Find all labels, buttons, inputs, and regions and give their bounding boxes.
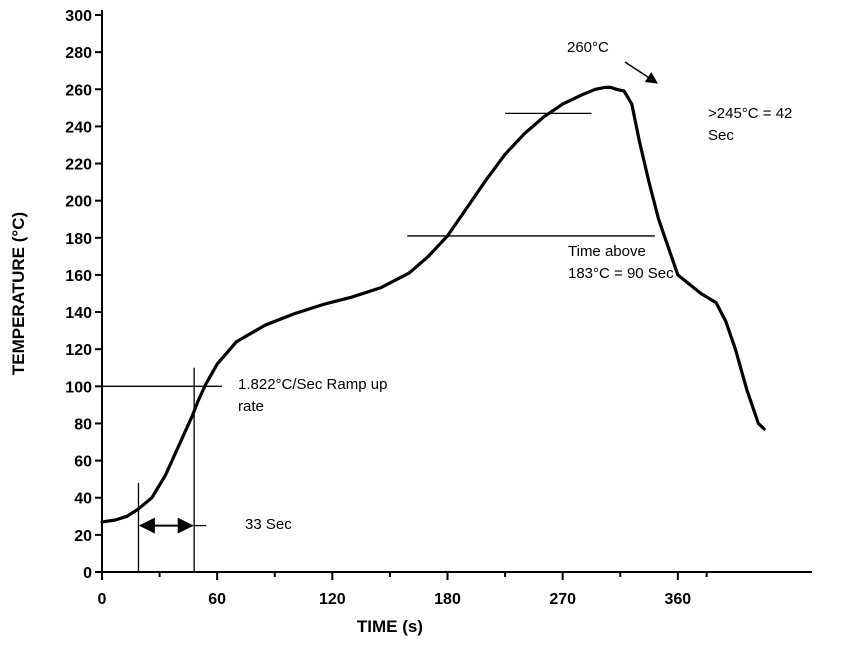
x-axis-title: TIME (s): [357, 617, 423, 636]
above-183-label-line2: 183°C = 90 Sec: [568, 265, 674, 282]
y-tick-label: 120: [65, 342, 92, 359]
y-tick-label: 80: [74, 416, 92, 433]
y-tick-label: 280: [65, 45, 92, 62]
y-tick-label: 300: [65, 8, 92, 25]
x-tick-label: 120: [319, 591, 346, 608]
y-tick-label: 220: [65, 157, 92, 174]
x-tick-label: 0: [98, 591, 107, 608]
y-tick-label: 40: [74, 491, 92, 508]
above-245-label-line2: Sec: [708, 127, 734, 144]
x-tick-label: 360: [664, 591, 691, 608]
y-tick-label: 20: [74, 528, 92, 545]
y-tick-label: 180: [65, 231, 92, 248]
temperature-profile-line: [100, 85, 766, 524]
above-245-label-line1: >245°C = 42: [708, 105, 792, 122]
interval-label: 33 Sec: [245, 516, 292, 533]
y-tick-label: 200: [65, 194, 92, 211]
x-tick-label: 270: [549, 591, 576, 608]
ramp-rate-label-line2: rate: [238, 398, 264, 415]
peak-label: 260°C: [567, 39, 609, 56]
x-tick-label: 180: [434, 591, 461, 608]
y-tick-label: 240: [65, 119, 92, 136]
above-183-label-line1: Time above: [568, 243, 646, 260]
y-tick-label: 60: [74, 454, 92, 471]
y-tick-label: 100: [65, 379, 92, 396]
ramp-rate-label-line1: 1.822°C/Sec Ramp up: [238, 376, 387, 393]
y-tick-label: 160: [65, 268, 92, 285]
y-tick-label: 0: [83, 565, 92, 582]
y-axis-title: TEMPERATURE (°C): [9, 212, 28, 375]
y-tick-label: 260: [65, 82, 92, 99]
y-tick-label: 140: [65, 305, 92, 322]
peak-pointer-arrow: [624, 61, 659, 84]
x-tick-label: 60: [208, 591, 226, 608]
